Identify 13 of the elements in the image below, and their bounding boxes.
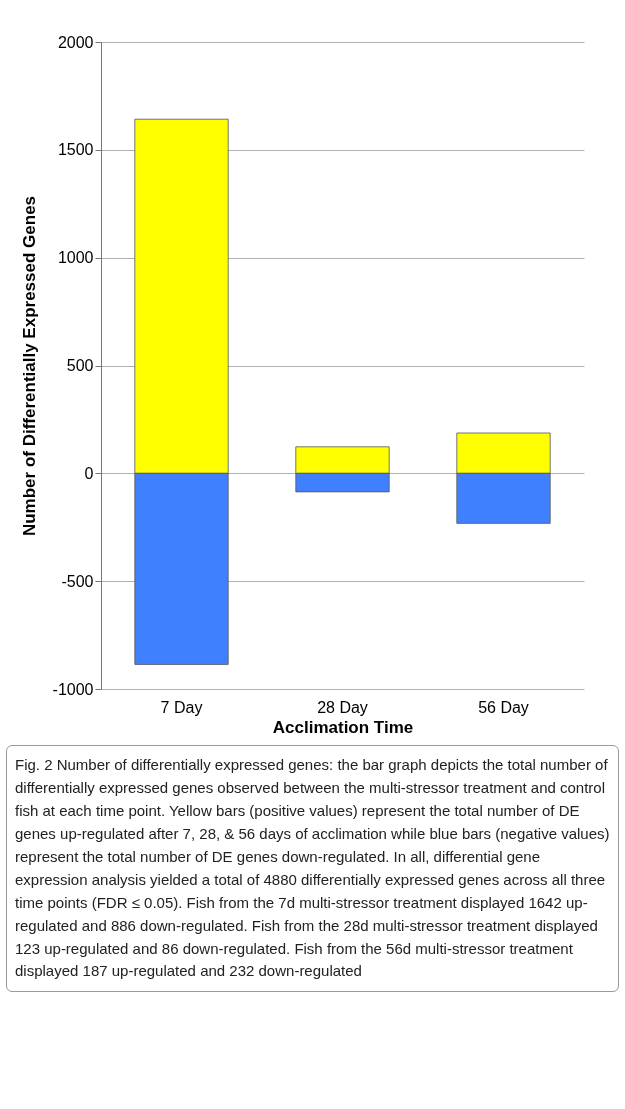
y-tick-label: 500 (66, 357, 94, 374)
y-tick-label: -1000 (52, 680, 94, 698)
y-tick-label: -500 (61, 572, 94, 590)
y-tick-label: 0 (84, 464, 94, 482)
x-axis-title: Acclimation Time (272, 717, 414, 737)
text: Fig. 2 Number of differentially expressed genes: the bar graph depicts the total number of differentially expressed genes observed between the multi-stressor treatment and control fish at each time point. Yellow bars (positive values) represent the total number of DE genes up-regulated after 7, 28, & 56 days of acclimation while blue bars (negative values) represent the total number of DE genes down-regulated. In all, differential gene expression analysis yielded a total of 4880 differentially expressed genes across all three time points (FDR ≤ 0.05). Fish from the 7d multi-stressor treatment displayed 1642 up-regulated and 886 down-regulated. Fish from the 28d multi-stressor treatment displayed 123 up-regulated and 86 down-regulated. Fish from the 56d multi-stressor treatment displayed 187 up-regulated and 232 down-regulated (15, 756, 610, 980)
x-tick-label: 7 Day (160, 698, 203, 716)
y-axis-title: Number of Differentially Expressed Genes (19, 195, 39, 537)
x-tick-label: 28 Day (317, 698, 368, 716)
y-tick-label: 2000 (57, 33, 94, 51)
y-tick-label: 1500 (57, 141, 94, 159)
y-tick-label: 1000 (57, 249, 94, 267)
x-tick-label: 56 Day (478, 698, 529, 716)
